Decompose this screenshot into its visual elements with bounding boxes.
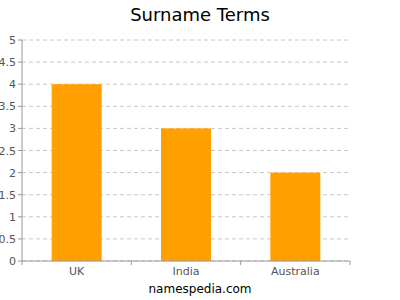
y-tick-label: 3.5 bbox=[0, 100, 16, 113]
x-band-tick bbox=[22, 261, 23, 265]
x-axis-line bbox=[22, 261, 350, 262]
x-tick-label: UK bbox=[69, 265, 85, 278]
grid-line bbox=[22, 40, 350, 41]
caption: namespedia.com bbox=[148, 282, 251, 296]
y-tick bbox=[18, 40, 22, 41]
bar bbox=[161, 128, 211, 261]
y-tick bbox=[18, 261, 22, 262]
y-tick-label: 3 bbox=[9, 122, 16, 135]
y-tick bbox=[18, 62, 22, 63]
bar bbox=[270, 173, 320, 261]
grid bbox=[22, 40, 350, 261]
y-tick-label: 4.5 bbox=[0, 56, 16, 69]
x-tick-label: Australia bbox=[271, 265, 320, 278]
grid-line bbox=[22, 261, 350, 262]
y-tick bbox=[18, 172, 22, 173]
grid-line bbox=[22, 62, 350, 63]
y-tick bbox=[18, 150, 22, 151]
x-band-tick bbox=[240, 261, 241, 265]
y-tick-label: 2.5 bbox=[0, 145, 16, 158]
bars bbox=[52, 84, 321, 261]
y-tick-label: 1.5 bbox=[0, 189, 16, 202]
y-tick-label: 2 bbox=[9, 167, 16, 180]
y-tick bbox=[18, 84, 22, 85]
y-tick bbox=[18, 238, 22, 239]
y-tick-label: 0 bbox=[9, 255, 16, 268]
y-axis-line bbox=[22, 40, 23, 261]
y-tick bbox=[18, 216, 22, 217]
y-tick-label: 0.5 bbox=[0, 233, 16, 246]
x-band-tick bbox=[131, 261, 132, 265]
y-tick bbox=[18, 106, 22, 107]
chart-container: Surname Terms 0 0.5 1 1.5 2 2.5 3 3.5 4 4.5 5 UK Indi… bbox=[0, 0, 400, 300]
y-tick-label: 5 bbox=[9, 34, 16, 47]
x-tick-label: India bbox=[173, 265, 200, 278]
chart-svg: Surname Terms 0 0.5 1 1.5 2 2.5 3 3.5 4 4.5 5 UK Indi… bbox=[0, 0, 400, 300]
y-tick bbox=[18, 194, 22, 195]
y-tick-label: 4 bbox=[9, 78, 16, 91]
bar bbox=[52, 84, 102, 261]
x-band-tick bbox=[350, 261, 351, 265]
y-tick bbox=[18, 128, 22, 129]
title: Surname Terms bbox=[130, 4, 270, 25]
y-tick-label: 1 bbox=[9, 211, 16, 224]
